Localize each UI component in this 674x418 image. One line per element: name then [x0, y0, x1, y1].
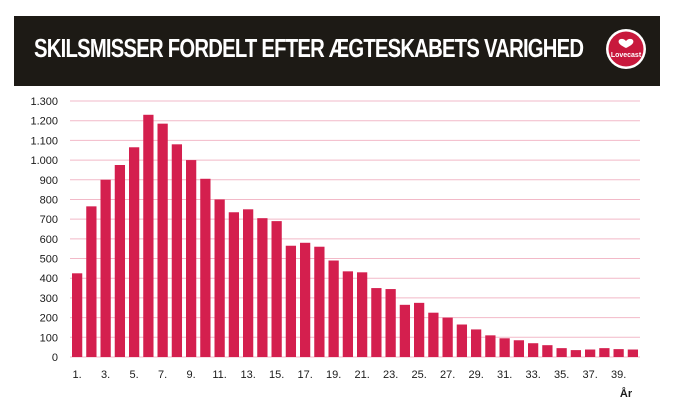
x-axis-ticks: 1. 3. 5. 7. 9. 11. 13. 15. 17. 19. 21. 23. 25. 27. 29.… [73, 369, 627, 381]
bar-year-39 [613, 349, 624, 357]
bar-year-7 [157, 123, 168, 358]
bar-year-34 [542, 345, 553, 357]
bar-year-29 [471, 329, 482, 357]
bar-year-40 [627, 349, 639, 357]
lovecast-logo: Lovecast [606, 29, 646, 69]
y-tick-label: 500 [40, 254, 58, 266]
x-tick-label: 1. [73, 369, 82, 381]
bar-year-35 [556, 348, 567, 357]
bar-year-26 [428, 312, 439, 357]
y-tick-label: 200 [40, 313, 58, 325]
x-tick-label: 3. [101, 369, 110, 381]
bar-year-13 [243, 209, 254, 357]
bar-year-10 [200, 178, 211, 357]
bar-year-25 [414, 302, 425, 357]
x-axis-label: År [620, 387, 633, 400]
bar-year-27 [442, 317, 453, 357]
bar-year-3 [100, 179, 111, 357]
bar-year-2 [86, 206, 97, 357]
bar-year-19 [328, 260, 339, 357]
x-tick-label: 13. [240, 369, 255, 381]
bar-year-17 [300, 242, 311, 357]
x-tick-label: 11. [212, 369, 226, 381]
x-tick-label: 35. [554, 369, 569, 381]
bar-year-6 [143, 114, 154, 357]
bar-year-31 [499, 338, 510, 357]
bar-year-8 [171, 144, 183, 357]
y-tick-label: 700 [40, 214, 58, 226]
bar-year-20 [342, 271, 354, 357]
bar-year-30 [485, 335, 496, 357]
bar-year-23 [385, 289, 396, 357]
bar-year-9 [186, 160, 197, 357]
y-tick-label: 400 [40, 273, 58, 285]
bar-year-21 [357, 272, 368, 357]
chart-title: SKILSMISSER FORDELT EFTER ÆGTESKABETS VA… [34, 33, 584, 63]
x-tick-label: 23. [383, 369, 398, 381]
x-tick-label: 37. [582, 369, 597, 381]
y-tick-label: 1.200 [30, 116, 58, 128]
x-tick-label: 27. [440, 369, 455, 381]
x-tick-label: 19. [326, 369, 341, 381]
bar-year-15 [271, 221, 282, 357]
bar-year-24 [399, 304, 411, 357]
x-tick-label: 5. [130, 369, 139, 381]
y-tick-label: 100 [40, 332, 58, 344]
y-tick-label: 800 [40, 194, 58, 206]
bar-year-22 [371, 288, 382, 357]
bar-year-16 [285, 245, 297, 357]
bar-year-28 [456, 324, 468, 357]
header-banner: SKILSMISSER FORDELT EFTER ÆGTESKABETS VA… [14, 16, 660, 86]
bar-year-18 [314, 246, 325, 357]
x-tick-label: 33. [525, 369, 540, 381]
y-tick-label: 900 [40, 175, 58, 187]
x-tick-label: 15. [269, 369, 284, 381]
x-tick-label: 21. [354, 369, 369, 381]
x-tick-label: 29. [468, 369, 483, 381]
x-tick-label: 31. [497, 369, 512, 381]
y-tick-label: 600 [40, 234, 58, 246]
bar-year-11 [214, 199, 225, 357]
bar-year-33 [528, 343, 539, 357]
x-tick-label: 17. [297, 369, 312, 381]
y-tick-label: 1.300 [30, 96, 58, 108]
x-tick-label: 7. [158, 369, 167, 381]
bar-year-1 [72, 273, 83, 357]
bar-year-14 [257, 218, 268, 357]
bars [72, 114, 639, 358]
y-tick-label: 1.000 [30, 155, 58, 167]
x-tick-label: 39. [611, 369, 626, 381]
x-tick-label: 9. [187, 369, 196, 381]
logo-text: Lovecast [611, 52, 642, 59]
y-axis-ticks: 0 100 200 300 400 500 600 700 800 900 1.000 1.100 1.… [30, 96, 58, 364]
bar-year-4 [114, 165, 126, 357]
bar-year-37 [585, 349, 596, 357]
y-tick-label: 0 [52, 352, 58, 364]
y-tick-label: 1.100 [30, 135, 58, 147]
bar-year-38 [599, 348, 610, 357]
grid-lines [70, 100, 640, 358]
bar-year-5 [129, 147, 140, 357]
bar-year-32 [513, 340, 525, 357]
bar-year-36 [570, 350, 582, 357]
bar-year-12 [228, 212, 240, 357]
y-tick-label: 300 [40, 293, 58, 305]
x-tick-label: 25. [411, 369, 426, 381]
